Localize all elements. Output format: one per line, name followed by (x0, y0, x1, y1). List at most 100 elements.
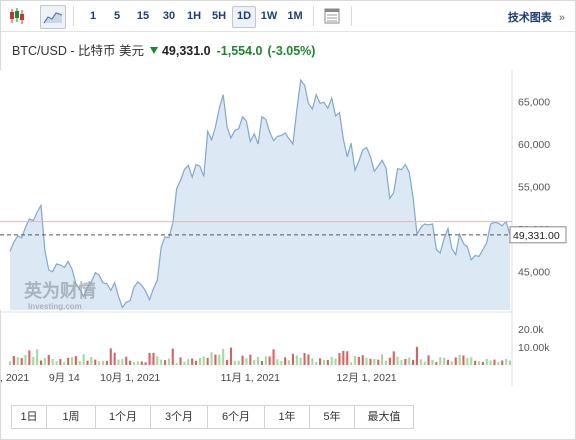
volume-bar (202, 356, 205, 365)
volume-bar (357, 356, 360, 365)
volume-bar (179, 357, 182, 365)
volume-bar (369, 358, 372, 365)
interval-1m[interactable]: 1 (89, 10, 97, 22)
candlestick-icon[interactable] (5, 5, 29, 27)
quote-header: BTC/USD - 比特币 美元 49,331.0 -1,554.0 (-3.05%) (12, 40, 315, 59)
volume-bar (214, 354, 217, 365)
volume-bar (299, 357, 302, 365)
volume-bar (24, 354, 27, 365)
volume-bar (388, 357, 391, 365)
volume-bar (222, 348, 225, 365)
range-selector: 1日 1周 1个月 3个月 6个月 1年 5年 最大值 (11, 405, 414, 429)
volume-bar (218, 354, 221, 365)
volume-bar (20, 358, 23, 365)
volume-bar (365, 357, 368, 365)
volume-bar (260, 361, 263, 365)
price-area (10, 80, 510, 310)
tech-chart-link[interactable]: 技术图表 » (508, 9, 565, 25)
volume-bar (102, 360, 105, 365)
volume-bar (377, 359, 380, 365)
interval-1w[interactable]: 1W (260, 10, 278, 22)
volume-bar (148, 352, 151, 365)
range-1d[interactable]: 1日 (11, 405, 47, 429)
volume-tick-label: 20.0k (518, 324, 544, 336)
volume-bar (191, 358, 194, 365)
interval-5m[interactable]: 5 (113, 10, 121, 22)
y-tick-label: 45,000 (518, 267, 550, 279)
volume-bar (404, 358, 407, 365)
volume-bar (125, 356, 128, 365)
interval-1mo[interactable]: 1M (287, 10, 303, 22)
price-chart[interactable]: 65,00060,00055,00050,00045,00020.0k10.00… (0, 0, 576, 400)
volume-bar (12, 356, 15, 365)
range-max[interactable]: 最大值 (354, 405, 414, 429)
range-1m[interactable]: 1个月 (95, 405, 151, 429)
toolbar-divider (73, 6, 74, 26)
range-6m[interactable]: 6个月 (207, 405, 265, 429)
volume-bar (454, 357, 457, 365)
volume-bar (8, 361, 11, 365)
volume-bar (319, 358, 322, 365)
volume-bar (86, 360, 89, 365)
volume-bar (63, 361, 66, 365)
interval-30m[interactable]: 30 (162, 10, 176, 22)
volume-bar (384, 360, 387, 365)
x-tick-label: 12月 1, 2021 (337, 372, 397, 384)
volume-bar (284, 357, 287, 365)
volume-bar (144, 362, 147, 365)
volume-bar (353, 356, 356, 365)
volume-bar (326, 359, 329, 365)
volume-bar (156, 356, 159, 365)
volume-bar (187, 359, 190, 365)
area-chart-icon[interactable] (40, 5, 66, 29)
volume-bar (427, 355, 430, 365)
chart-toolbar: 1 5 15 30 1H 5H 1D 1W 1M 技术图表 » (1, 1, 575, 32)
volume-bar (195, 360, 198, 365)
volume-bar (245, 358, 248, 365)
range-1y[interactable]: 1年 (264, 405, 310, 429)
volume-bar (307, 354, 310, 365)
watermark: 英为财情 Investing.com (23, 280, 96, 311)
volume-bar (381, 354, 384, 365)
volume-bar (98, 361, 101, 365)
volume-bar (94, 359, 97, 365)
volume-bar (121, 359, 124, 365)
interval-15m[interactable]: 15 (136, 10, 150, 22)
interval-1h[interactable]: 1H (186, 10, 202, 22)
volume-bar (338, 353, 341, 365)
volume-bar (28, 350, 31, 365)
volume-bar (140, 361, 143, 365)
volume-bar (43, 357, 46, 365)
range-5y[interactable]: 5年 (309, 405, 355, 429)
volume-bar (435, 362, 438, 365)
volume-bar (396, 356, 399, 365)
volume-bar (288, 360, 291, 365)
volume-bar (74, 356, 77, 365)
volume-bar (78, 361, 81, 365)
volume-bar (233, 360, 236, 365)
volume-bar (295, 355, 298, 365)
volume-bar (253, 359, 256, 365)
volume-bar (164, 360, 167, 365)
interval-5h[interactable]: 5H (211, 10, 227, 22)
volume-bar (450, 361, 453, 365)
range-1w[interactable]: 1周 (46, 405, 96, 429)
volume-bar (474, 360, 477, 365)
watermark-en: Investing.com (28, 302, 82, 311)
volume-bar (160, 359, 163, 365)
volume-bar (152, 352, 155, 365)
table-settings-icon[interactable] (320, 5, 344, 27)
interval-1d[interactable]: 1D (232, 6, 256, 28)
volume-bar (136, 361, 139, 365)
volume-bar (113, 352, 116, 365)
volume-bar (415, 346, 418, 365)
volume-bar (268, 356, 271, 365)
range-3m[interactable]: 3个月 (150, 405, 208, 429)
volume-bar (32, 356, 35, 365)
volume-bar (175, 363, 178, 365)
watermark-cn: 英为财情 (23, 280, 96, 301)
volume-bar (493, 359, 496, 365)
volume-bar (183, 361, 186, 365)
volume-bar (210, 352, 213, 365)
volume-bar (505, 358, 508, 365)
